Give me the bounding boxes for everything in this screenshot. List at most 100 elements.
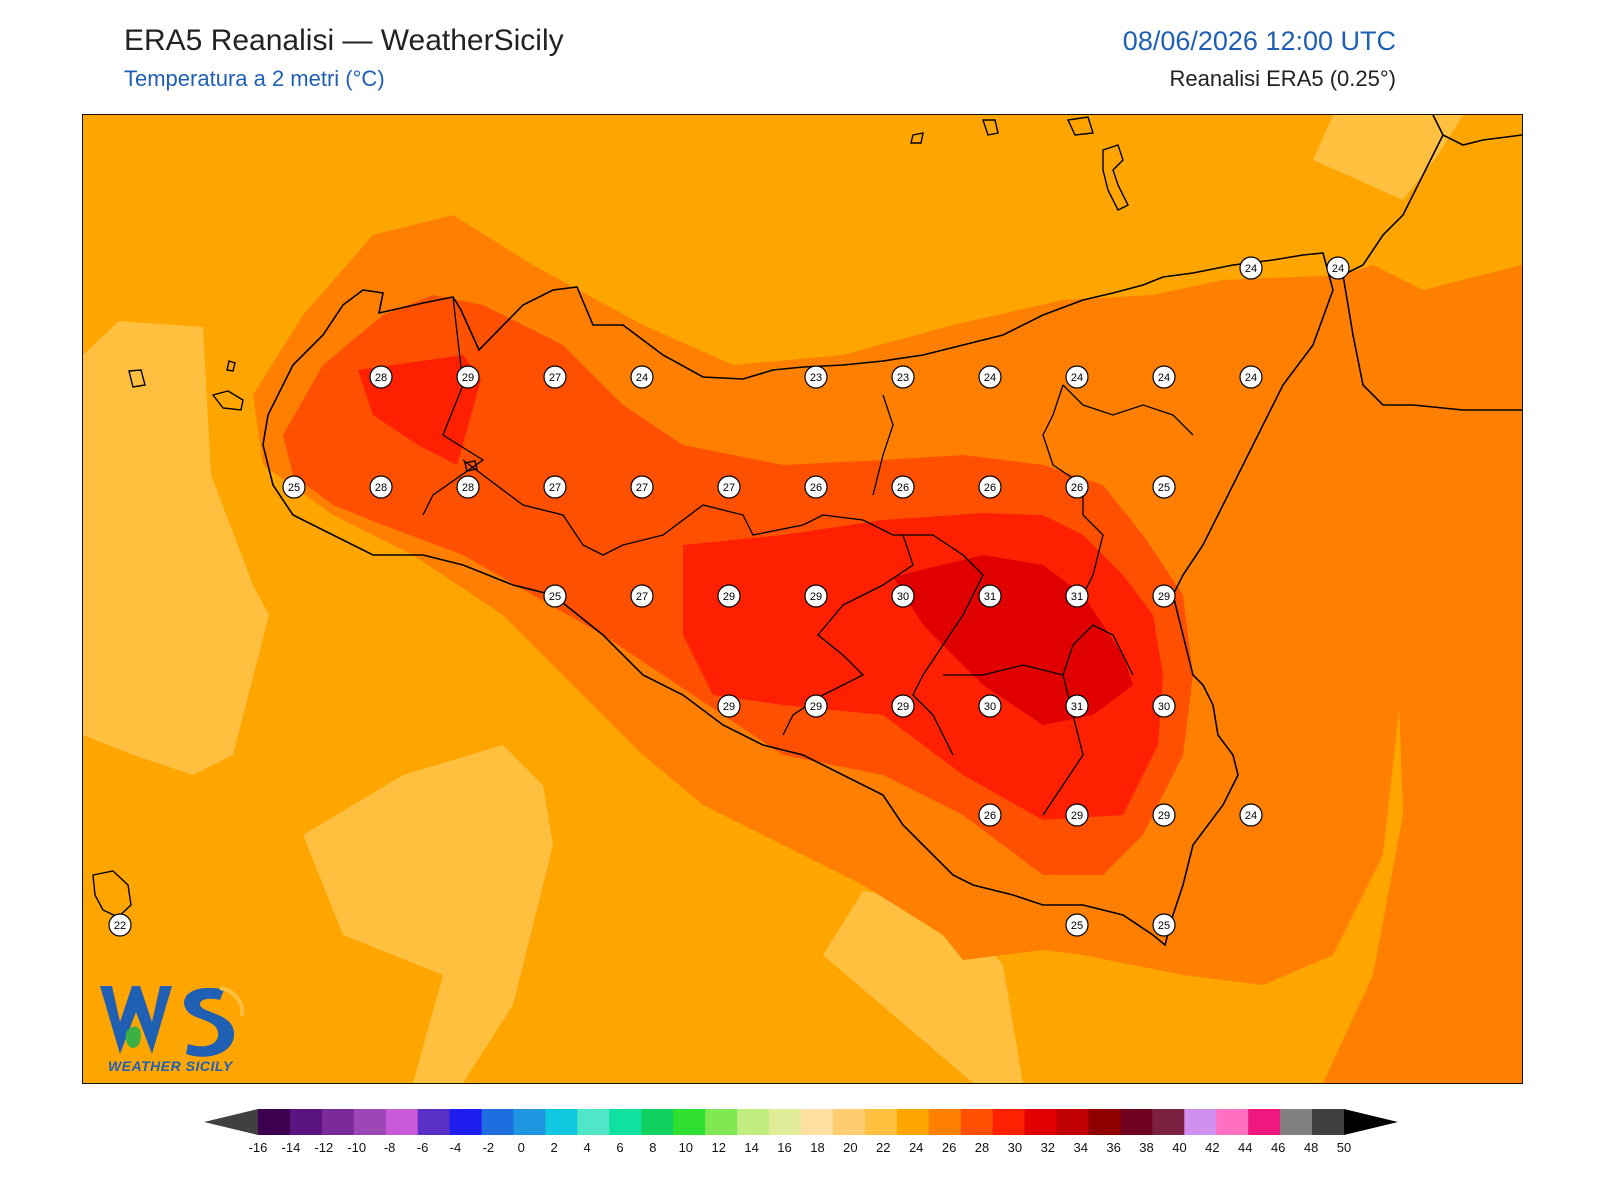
station-marker: 24 (630, 365, 654, 389)
station-marker: 29 (717, 694, 741, 718)
station-value: 22 (114, 920, 126, 932)
station-circle (1065, 694, 1089, 718)
colorbar-cell (864, 1109, 898, 1135)
colorbar-tick-label: 6 (616, 1140, 624, 1155)
station-circle (369, 475, 393, 499)
data-source: Reanalisi ERA5 (0.25°) (1169, 66, 1396, 91)
station-marker: 25 (282, 475, 306, 499)
colorbar-tick-label: 14 (744, 1140, 759, 1155)
station-value: 27 (549, 482, 561, 494)
station-marker: 27 (543, 365, 567, 389)
station-value: 26 (897, 482, 909, 494)
station-value: 25 (288, 482, 300, 494)
valid-datetime: 08/06/2026 12:00 UTC (1122, 26, 1396, 56)
station-circle (543, 584, 567, 608)
colorbar-cell (769, 1109, 802, 1135)
station-marker: 25 (543, 584, 567, 608)
station-circle (978, 365, 1002, 389)
colorbar-tick-label: 42 (1205, 1140, 1220, 1155)
colorbar-tick-label: 12 (711, 1140, 726, 1155)
station-value: 26 (984, 482, 996, 494)
station-value: 23 (810, 372, 822, 384)
colorbar-cell (481, 1109, 515, 1135)
colorbar-cell (896, 1109, 930, 1135)
colorbar-cell (1248, 1109, 1281, 1135)
station-circle (1065, 365, 1089, 389)
station-circle (1239, 803, 1263, 827)
station-marker: 25 (1065, 913, 1089, 937)
station-value: 26 (984, 810, 996, 822)
station-value: 29 (810, 591, 822, 603)
station-circle (804, 475, 828, 499)
station-marker: 29 (804, 694, 828, 718)
station-value: 29 (897, 701, 909, 713)
colorbar-cell (1184, 1109, 1217, 1135)
station-circle (717, 694, 741, 718)
zone-22-west (83, 321, 269, 775)
colorbar-cell (960, 1109, 994, 1135)
station-marker: 27 (630, 584, 654, 608)
colorbar-tick-label: -12 (314, 1140, 334, 1155)
station-circle (891, 365, 915, 389)
colorbar-tick-label: -4 (449, 1140, 462, 1155)
station-circle (978, 475, 1002, 499)
station-value: 29 (1158, 810, 1170, 822)
station-marker: 29 (1152, 803, 1176, 827)
station-markers: 28 29 27 24 23 23 24 24 24 24 25 28 28 27 27 27 26 26 26 26… (108, 256, 1350, 937)
station-value: 29 (810, 701, 822, 713)
colorbar-tick-label: -16 (248, 1140, 268, 1155)
station-circle (804, 584, 828, 608)
logo-tagline: WEATHER SICILY (108, 1058, 233, 1074)
station-value: 28 (462, 482, 474, 494)
colorbar-tick-label: 50 (1336, 1140, 1352, 1155)
colorbar-tick-label: 46 (1270, 1140, 1286, 1155)
zone-24-east-strip (1323, 515, 1522, 1083)
map-canvas: 28 29 27 24 23 23 24 24 24 24 25 28 28 27 27 27 26 26 26 26… (83, 115, 1522, 1083)
station-circle (1239, 256, 1263, 280)
station-circle (1152, 475, 1176, 499)
station-circle (456, 365, 480, 389)
station-circle (804, 694, 828, 718)
station-value: 27 (723, 482, 735, 494)
colorbar-cell (673, 1109, 706, 1135)
station-value: 25 (1158, 920, 1170, 932)
zone-22-southwest (303, 745, 553, 1083)
station-circle (1065, 475, 1089, 499)
colorbar-cell (577, 1109, 610, 1135)
station-circle (1152, 694, 1176, 718)
station-circle (1239, 365, 1263, 389)
station-circle (1065, 803, 1089, 827)
station-marker: 23 (804, 365, 828, 389)
colorbar-tick-label: -14 (281, 1140, 301, 1155)
station-circle (804, 365, 828, 389)
colorbar-cell (1024, 1109, 1058, 1135)
station-value: 29 (462, 372, 474, 384)
colorbar-cell (321, 1109, 355, 1135)
temperature-map[interactable]: 28 29 27 24 23 23 24 24 24 24 25 28 28 27 27 27 26 26 26 26… (82, 114, 1523, 1084)
colorbar-cell (1152, 1109, 1185, 1135)
station-marker: 26 (891, 475, 915, 499)
ustica-island (464, 460, 478, 472)
station-marker: 23 (891, 365, 915, 389)
station-circle (1152, 913, 1176, 937)
station-value: 30 (1158, 701, 1170, 713)
calabria-coastline (1342, 115, 1522, 411)
colorbar-tick-label: 2 (550, 1140, 558, 1155)
station-marker: 24 (978, 365, 1002, 389)
colorbar-tick-label: 22 (876, 1140, 891, 1155)
station-circle (630, 475, 654, 499)
station-value: 30 (984, 701, 996, 713)
station-circle (543, 475, 567, 499)
colorbar-tick-label: 30 (1007, 1140, 1023, 1155)
map-title: ERA5 Reanalisi — WeatherSicily (124, 24, 564, 57)
station-circle (978, 584, 1002, 608)
station-marker: 24 (1239, 256, 1263, 280)
egadi-islands (128, 360, 244, 411)
station-value: 25 (549, 591, 561, 603)
colorbar-cell (258, 1109, 291, 1135)
aeolian-islands (910, 116, 1129, 211)
colorbar-tick-label: 0 (517, 1140, 525, 1155)
sicily-coastline (262, 252, 1334, 947)
station-marker: 29 (456, 365, 480, 389)
colorbar-tick-label: 4 (583, 1140, 591, 1155)
